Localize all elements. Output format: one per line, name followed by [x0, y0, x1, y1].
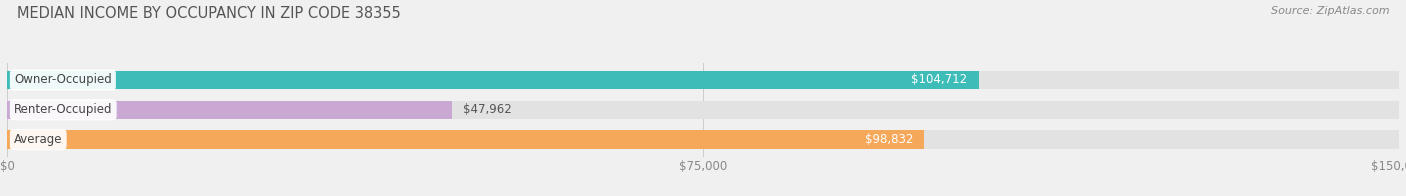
Bar [7, 101, 1399, 119]
Bar [7, 71, 1399, 89]
Text: Renter-Occupied: Renter-Occupied [14, 103, 112, 116]
Bar [7, 130, 1399, 149]
Text: Source: ZipAtlas.com: Source: ZipAtlas.com [1271, 6, 1389, 16]
Text: Owner-Occupied: Owner-Occupied [14, 74, 111, 86]
Text: $47,962: $47,962 [463, 103, 512, 116]
Text: $98,832: $98,832 [865, 133, 912, 146]
Text: $104,712: $104,712 [911, 74, 967, 86]
Bar [7, 71, 979, 89]
Bar [7, 130, 924, 149]
Text: MEDIAN INCOME BY OCCUPANCY IN ZIP CODE 38355: MEDIAN INCOME BY OCCUPANCY IN ZIP CODE 3… [17, 6, 401, 21]
Bar [7, 101, 453, 119]
Text: Average: Average [14, 133, 62, 146]
